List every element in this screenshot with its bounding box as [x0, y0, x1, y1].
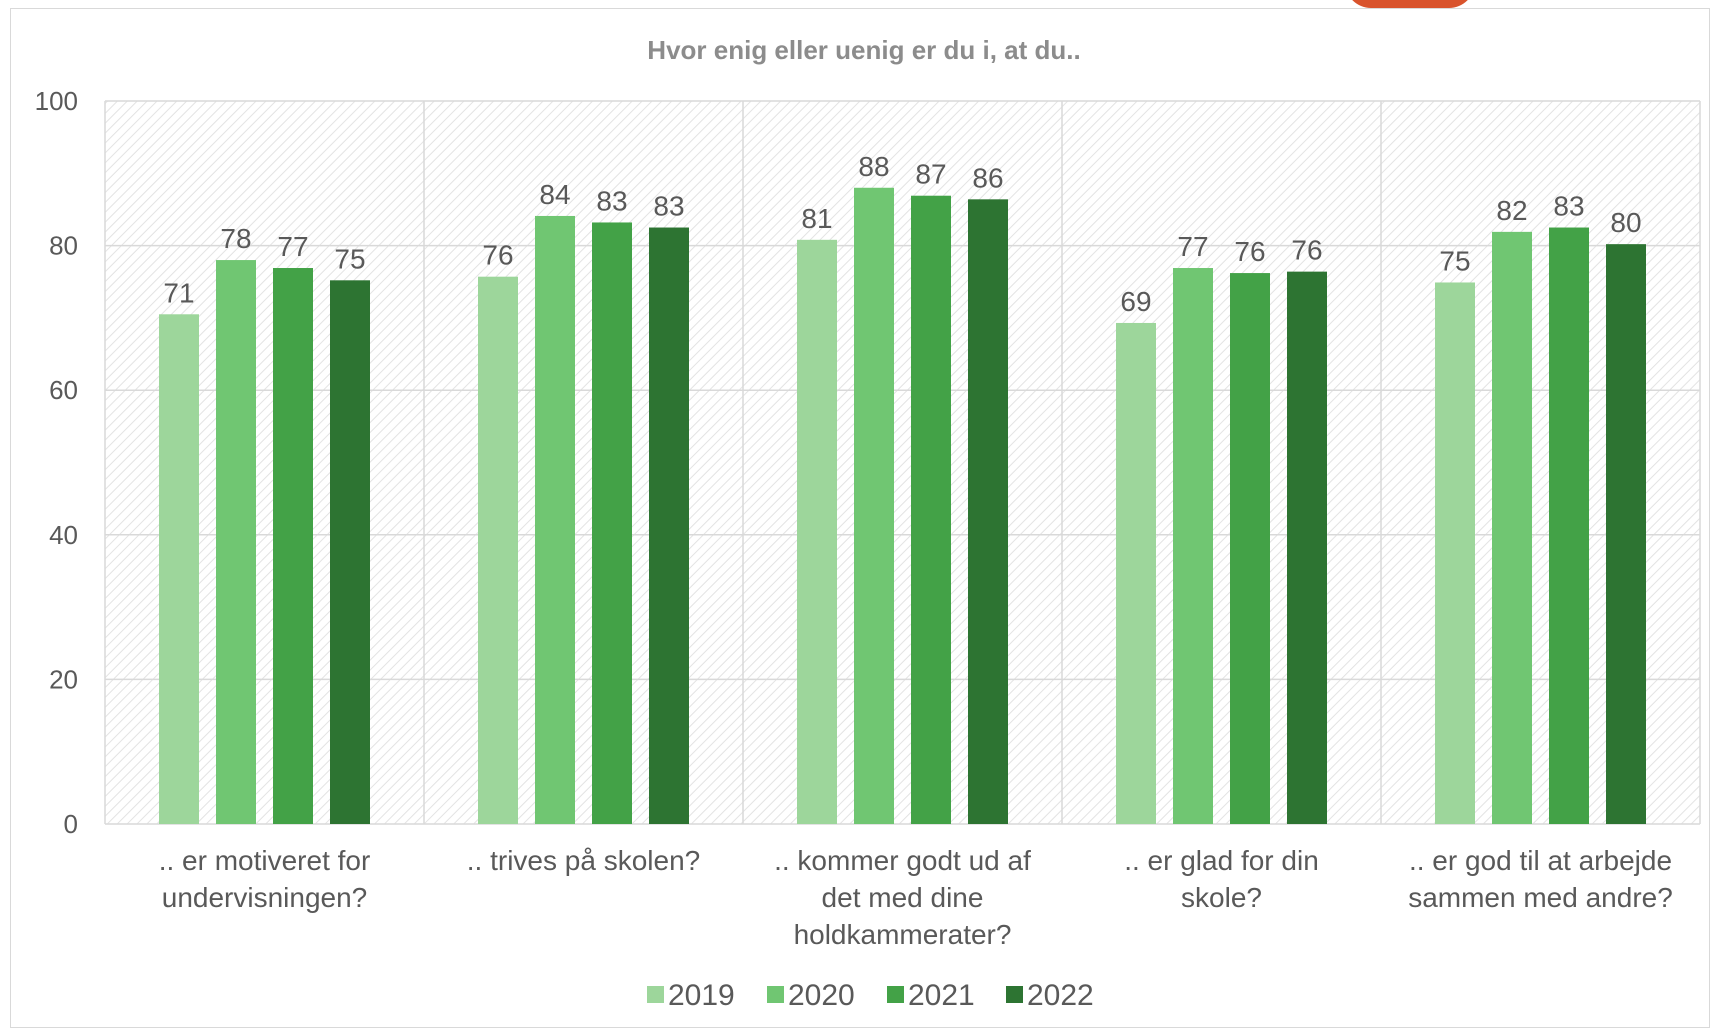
decorative-arc	[1345, 0, 1475, 8]
bar-2021	[273, 268, 313, 824]
data-label: 76	[1291, 235, 1322, 266]
bar-2021	[911, 195, 951, 824]
bar-2019	[159, 314, 199, 824]
x-category-label: undervisningen?	[162, 882, 368, 913]
data-label: 81	[801, 203, 832, 234]
data-label: 75	[334, 243, 365, 274]
x-category-label: .. er god til at arbejde	[1409, 845, 1672, 876]
data-label: 69	[1120, 286, 1151, 317]
bar-2019	[797, 239, 837, 825]
y-tick-label: 0	[64, 809, 78, 839]
y-tick-label: 60	[49, 375, 78, 405]
gridlines	[104, 100, 1701, 825]
data-label: 83	[653, 191, 684, 222]
x-category-label: .. trives på skolen?	[467, 845, 700, 876]
x-axis: .. er motiveret for undervisningen? .. tri…	[159, 845, 1673, 950]
data-label: 76	[482, 240, 513, 271]
bar-2021	[1230, 273, 1270, 825]
bar-2020	[854, 187, 894, 824]
y-tick-label: 100	[35, 86, 78, 116]
bar-2019	[1116, 322, 1156, 824]
y-axis: 0 20 40 60 80 100	[35, 86, 78, 839]
bar-2022	[968, 199, 1008, 824]
legend-label: 2020	[788, 979, 855, 1012]
bars	[159, 187, 1646, 825]
y-tick-label: 80	[49, 231, 78, 261]
data-label: 86	[972, 162, 1003, 193]
plot-area	[105, 101, 1700, 824]
bar-2020	[216, 260, 256, 824]
legend-swatch	[647, 986, 664, 1003]
data-label: 71	[163, 277, 194, 308]
bar-2021	[592, 222, 632, 825]
bar-2022	[1287, 271, 1327, 824]
data-label: 83	[596, 185, 627, 216]
data-label: 83	[1553, 191, 1584, 222]
data-label: 84	[539, 179, 570, 210]
y-tick-label: 20	[49, 664, 78, 694]
y-tick-label: 40	[49, 520, 78, 550]
bar-2022	[1606, 244, 1646, 825]
legend: 2019 2020 2021 2022	[647, 979, 1094, 1012]
data-label: 76	[1234, 236, 1265, 267]
chart-title: Hvor enig eller uenig er du i, at du..	[647, 35, 1080, 65]
x-category-label: .. er glad for din	[1124, 845, 1319, 876]
bar-2020	[1173, 268, 1213, 824]
x-category-label: .. er motiveret for	[159, 845, 371, 876]
x-category-label: .. kommer godt ud af	[774, 845, 1031, 876]
x-category-label: holdkammerater?	[794, 919, 1012, 950]
data-label: 77	[277, 231, 308, 262]
x-category-label: skole?	[1181, 882, 1262, 913]
legend-label: 2019	[668, 979, 735, 1012]
legend-swatch	[887, 986, 904, 1003]
bar-2022	[330, 280, 370, 825]
x-category-label: det med dine	[822, 882, 984, 913]
bar-2019	[478, 276, 518, 825]
data-label: 78	[220, 223, 251, 254]
legend-swatch	[1006, 986, 1023, 1003]
data-label: 82	[1496, 195, 1527, 226]
data-label: 87	[915, 159, 946, 190]
bar-2019	[1435, 282, 1475, 824]
bar-2021	[1549, 227, 1589, 824]
legend-swatch	[767, 986, 784, 1003]
x-category-label: sammen med andre?	[1408, 882, 1673, 913]
data-label: 75	[1439, 245, 1470, 276]
bar-2022	[649, 227, 689, 824]
value-labels: 71 78 77 75 76 84 83 83 81 88 87 86 69 77 76 76 75 82 83 80	[163, 151, 1641, 317]
legend-label: 2021	[908, 979, 975, 1012]
bar-2020	[535, 215, 575, 824]
legend-label: 2022	[1027, 979, 1094, 1012]
data-label: 88	[858, 151, 889, 182]
bar-2020	[1492, 231, 1532, 824]
data-label: 80	[1610, 207, 1641, 238]
data-label: 77	[1177, 231, 1208, 262]
